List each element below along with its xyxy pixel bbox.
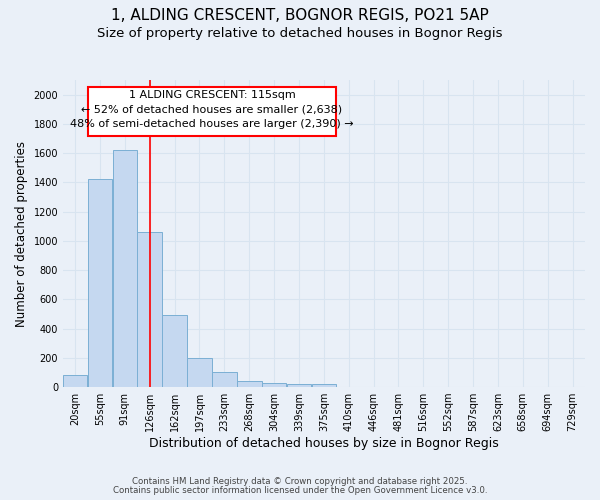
Text: 1 ALDING CRESCENT: 115sqm: 1 ALDING CRESCENT: 115sqm — [128, 90, 295, 100]
Text: 1, ALDING CRESCENT, BOGNOR REGIS, PO21 5AP: 1, ALDING CRESCENT, BOGNOR REGIS, PO21 5… — [111, 8, 489, 22]
Bar — [212, 372, 236, 387]
Bar — [237, 381, 262, 387]
Bar — [311, 384, 336, 387]
FancyBboxPatch shape — [88, 88, 336, 136]
Text: Contains HM Land Registry data © Crown copyright and database right 2025.: Contains HM Land Registry data © Crown c… — [132, 477, 468, 486]
Text: Size of property relative to detached houses in Bognor Regis: Size of property relative to detached ho… — [97, 28, 503, 40]
Y-axis label: Number of detached properties: Number of detached properties — [15, 140, 28, 326]
Text: ← 52% of detached houses are smaller (2,638): ← 52% of detached houses are smaller (2,… — [82, 104, 343, 114]
Bar — [137, 232, 162, 387]
Text: 48% of semi-detached houses are larger (2,390) →: 48% of semi-detached houses are larger (… — [70, 119, 354, 129]
Bar — [113, 150, 137, 387]
Bar — [163, 316, 187, 387]
Bar — [262, 382, 286, 387]
Bar — [187, 358, 212, 387]
Text: Contains public sector information licensed under the Open Government Licence v3: Contains public sector information licen… — [113, 486, 487, 495]
Bar — [88, 180, 112, 387]
Bar — [63, 376, 88, 387]
Bar — [287, 384, 311, 387]
X-axis label: Distribution of detached houses by size in Bognor Regis: Distribution of detached houses by size … — [149, 437, 499, 450]
